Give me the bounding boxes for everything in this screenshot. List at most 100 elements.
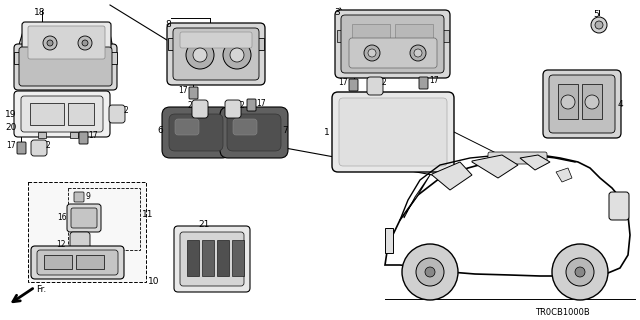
FancyBboxPatch shape — [167, 23, 265, 85]
FancyBboxPatch shape — [233, 119, 257, 135]
Text: TR0CB1000B: TR0CB1000B — [535, 308, 589, 317]
Circle shape — [186, 41, 214, 69]
Text: 17: 17 — [6, 141, 15, 150]
Circle shape — [416, 258, 444, 286]
FancyBboxPatch shape — [19, 47, 112, 86]
Bar — [30, 103, 64, 125]
Text: 8: 8 — [165, 20, 171, 29]
FancyBboxPatch shape — [341, 15, 444, 73]
Circle shape — [364, 45, 380, 61]
FancyBboxPatch shape — [543, 70, 621, 138]
FancyBboxPatch shape — [109, 105, 125, 123]
FancyBboxPatch shape — [332, 92, 454, 172]
FancyBboxPatch shape — [180, 32, 252, 48]
Text: 20: 20 — [5, 123, 17, 132]
Text: 21: 21 — [198, 220, 209, 229]
Circle shape — [368, 49, 376, 57]
Circle shape — [595, 21, 603, 29]
Circle shape — [414, 49, 422, 57]
Circle shape — [402, 244, 458, 300]
Circle shape — [193, 48, 207, 62]
Text: 7: 7 — [282, 126, 288, 135]
Text: 16: 16 — [57, 213, 67, 222]
FancyBboxPatch shape — [14, 91, 110, 137]
Polygon shape — [385, 155, 630, 276]
Circle shape — [47, 40, 53, 46]
Bar — [385, 228, 393, 253]
Bar — [187, 240, 199, 276]
Text: 2: 2 — [240, 101, 244, 110]
Bar — [337, 30, 343, 42]
Text: 2: 2 — [187, 101, 192, 110]
FancyBboxPatch shape — [67, 204, 101, 232]
Polygon shape — [472, 155, 518, 178]
Circle shape — [425, 267, 435, 277]
FancyBboxPatch shape — [339, 98, 447, 166]
Text: 17: 17 — [256, 99, 266, 108]
FancyBboxPatch shape — [31, 140, 47, 156]
FancyBboxPatch shape — [335, 10, 450, 78]
Bar — [38, 132, 46, 138]
Bar — [443, 30, 449, 42]
FancyBboxPatch shape — [225, 100, 241, 118]
Circle shape — [585, 95, 599, 109]
Bar — [217, 240, 229, 276]
FancyBboxPatch shape — [419, 77, 428, 89]
Text: 19: 19 — [5, 110, 17, 119]
FancyBboxPatch shape — [173, 28, 259, 80]
FancyBboxPatch shape — [28, 26, 105, 59]
Polygon shape — [520, 155, 550, 170]
Circle shape — [43, 36, 57, 50]
Text: 11: 11 — [142, 210, 154, 219]
Circle shape — [575, 267, 585, 277]
FancyBboxPatch shape — [549, 75, 615, 133]
Polygon shape — [556, 168, 572, 182]
Polygon shape — [404, 175, 430, 218]
Text: 17: 17 — [178, 86, 188, 95]
FancyBboxPatch shape — [175, 119, 199, 135]
Circle shape — [82, 40, 88, 46]
FancyBboxPatch shape — [14, 44, 117, 90]
FancyBboxPatch shape — [192, 100, 208, 118]
Circle shape — [566, 258, 594, 286]
Bar — [558, 84, 578, 119]
Circle shape — [230, 48, 244, 62]
Text: 9: 9 — [86, 192, 91, 201]
Text: 4: 4 — [618, 100, 623, 109]
FancyBboxPatch shape — [189, 87, 198, 99]
Bar — [168, 38, 175, 50]
Text: 1: 1 — [324, 128, 330, 137]
Bar — [232, 240, 244, 276]
Circle shape — [561, 95, 575, 109]
Bar — [395, 24, 433, 38]
Bar — [202, 240, 214, 276]
Text: 18: 18 — [34, 8, 45, 17]
Text: 2: 2 — [46, 141, 51, 150]
FancyBboxPatch shape — [37, 250, 118, 275]
FancyBboxPatch shape — [349, 38, 437, 68]
Circle shape — [591, 17, 607, 33]
FancyBboxPatch shape — [174, 226, 250, 292]
FancyBboxPatch shape — [71, 208, 97, 228]
Circle shape — [410, 45, 426, 61]
FancyBboxPatch shape — [488, 152, 547, 164]
FancyBboxPatch shape — [79, 132, 88, 144]
FancyBboxPatch shape — [17, 142, 26, 154]
Text: 2: 2 — [382, 78, 387, 87]
Text: 10: 10 — [148, 277, 159, 286]
Text: 6: 6 — [157, 126, 163, 135]
FancyBboxPatch shape — [180, 232, 244, 286]
Circle shape — [223, 41, 251, 69]
Bar — [28, 182, 146, 282]
FancyBboxPatch shape — [70, 232, 90, 252]
Bar — [70, 132, 78, 138]
Text: 12: 12 — [56, 240, 65, 249]
Bar — [257, 38, 264, 50]
Bar — [68, 188, 140, 250]
Text: 17: 17 — [429, 76, 438, 85]
Bar — [582, 84, 602, 119]
Text: 17: 17 — [88, 131, 98, 140]
Polygon shape — [432, 162, 472, 190]
Text: 3: 3 — [334, 8, 340, 17]
Text: 17: 17 — [338, 78, 348, 87]
